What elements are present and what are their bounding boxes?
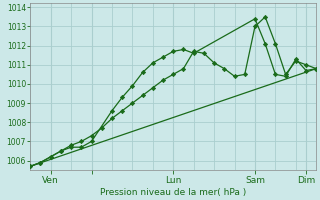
X-axis label: Pression niveau de la mer( hPa ): Pression niveau de la mer( hPa ) xyxy=(100,188,246,197)
